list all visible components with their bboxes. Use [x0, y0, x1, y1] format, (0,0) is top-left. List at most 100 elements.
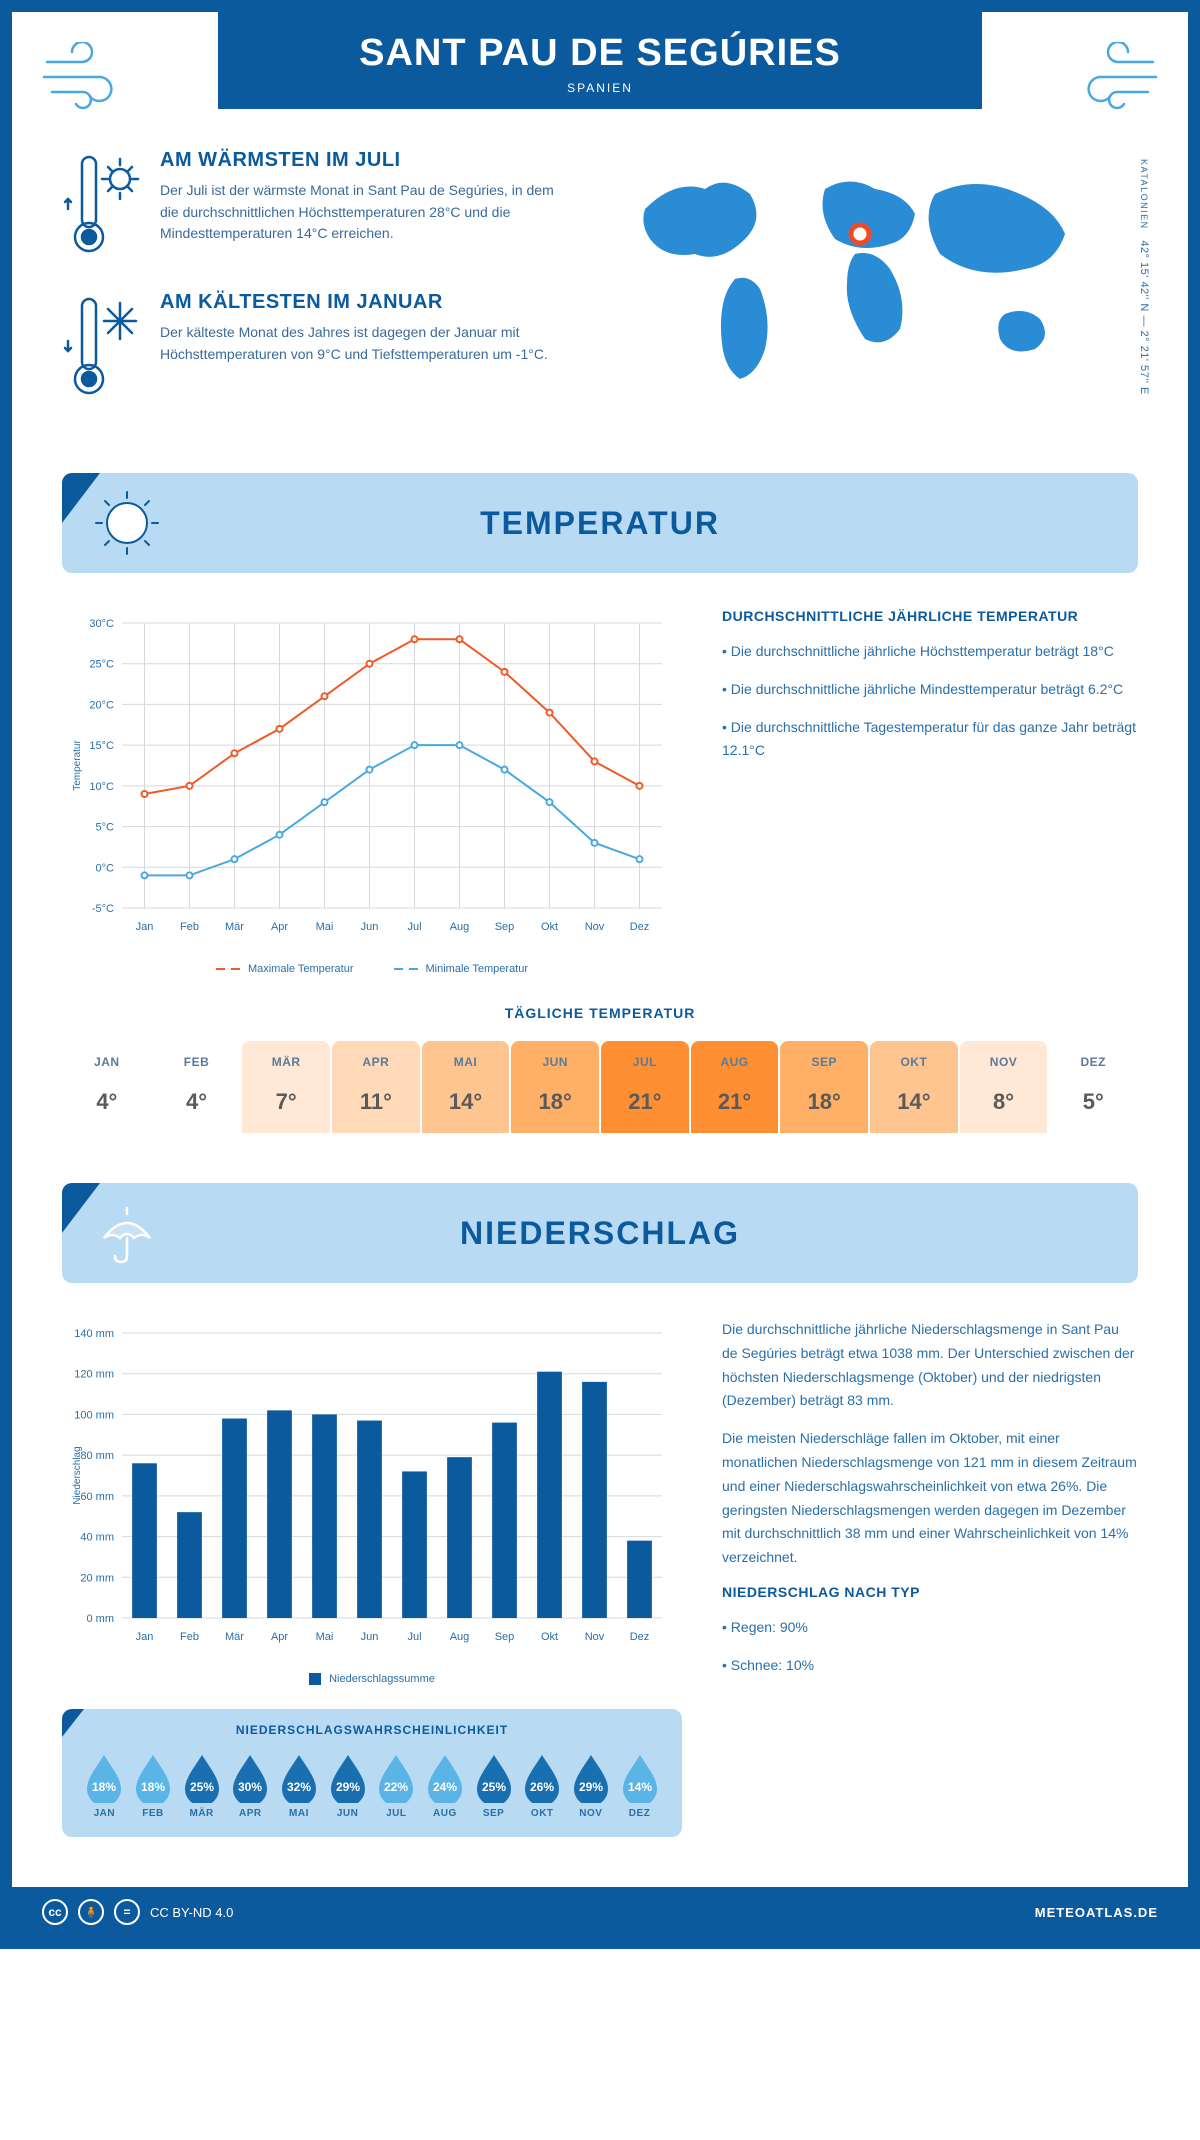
svg-text:Niederschlag: Niederschlag [72, 1446, 83, 1504]
fact-warm-title: AM WÄRMSTEN IM JULI [160, 149, 575, 172]
temp-side-bullets: Die durchschnittliche jährliche Höchstte… [722, 640, 1138, 763]
svg-text:29%: 29% [579, 1780, 603, 1794]
precip-text-1: Die durchschnittliche jährliche Niedersc… [722, 1318, 1138, 1413]
svg-text:Mär: Mär [225, 1631, 244, 1643]
fact-warm-text: Der Juli ist der wärmste Monat in Sant P… [160, 180, 575, 245]
section-temperature: TEMPERATUR [62, 473, 1138, 573]
temp-strip-cell: MAI14° [422, 1041, 510, 1133]
svg-text:14%: 14% [628, 1780, 652, 1794]
footer: cc 🧍 = CC BY-ND 4.0 METEOATLAS.DE [12, 1887, 1188, 1937]
world-map [625, 149, 1085, 389]
svg-text:30°C: 30°C [89, 618, 114, 630]
precip-drop: 18% JAN [83, 1751, 125, 1819]
wind-icon [1068, 42, 1158, 112]
precip-drop: 25% MÄR [181, 1751, 223, 1819]
by-icon: 🧍 [78, 1899, 104, 1925]
svg-text:Mai: Mai [316, 921, 334, 933]
svg-text:Jun: Jun [361, 921, 379, 933]
svg-text:Jan: Jan [136, 921, 154, 933]
temp-strip-cell: AUG21° [691, 1041, 779, 1133]
thermometer-cold-icon [62, 291, 142, 401]
svg-text:20°C: 20°C [89, 699, 114, 711]
svg-text:Dez: Dez [630, 1631, 650, 1643]
country-label: SPANIEN [258, 81, 942, 95]
precip-drop: 32% MAI [278, 1751, 320, 1819]
precip-prob-title: NIEDERSCHLAGSWAHRSCHEINLICHKEIT [80, 1723, 664, 1737]
coordinates: KATALONIEN 42° 15' 42'' N — 2° 21' 57'' … [1138, 159, 1150, 395]
svg-text:Mär: Mär [225, 921, 244, 933]
precip-drop: 24% AUG [424, 1751, 466, 1819]
sun-icon [92, 488, 162, 558]
temp-strip-cell: NOV8° [960, 1041, 1048, 1133]
svg-text:Nov: Nov [585, 1631, 605, 1643]
license-text: CC BY-ND 4.0 [150, 1905, 233, 1920]
svg-text:Sep: Sep [495, 921, 515, 933]
temp-strip-cell: FEB4° [153, 1041, 241, 1133]
page-title: SANT PAU DE SEGÚRIES [258, 32, 942, 75]
wind-icon [42, 42, 132, 112]
svg-text:32%: 32% [287, 1780, 311, 1794]
svg-text:20 mm: 20 mm [80, 1572, 114, 1584]
svg-text:Apr: Apr [271, 1631, 288, 1643]
svg-text:Jun: Jun [361, 1631, 379, 1643]
precip-probability-box: NIEDERSCHLAGSWAHRSCHEINLICHKEIT 18% JAN … [62, 1709, 682, 1837]
svg-text:Sep: Sep [495, 1631, 515, 1643]
svg-text:Okt: Okt [541, 1631, 558, 1643]
daily-temp-strip: JAN4°FEB4°MÄR7°APR11°MAI14°JUN18°JUL21°A… [62, 1041, 1138, 1133]
cc-icon: cc [42, 1899, 68, 1925]
svg-text:29%: 29% [336, 1780, 360, 1794]
svg-text:100 mm: 100 mm [74, 1409, 114, 1421]
svg-text:Feb: Feb [180, 921, 199, 933]
temp-strip-cell: DEZ5° [1049, 1041, 1137, 1133]
svg-text:Jul: Jul [407, 921, 421, 933]
svg-text:40 mm: 40 mm [80, 1532, 114, 1544]
svg-text:140 mm: 140 mm [74, 1328, 114, 1340]
precip-drop: 30% APR [229, 1751, 271, 1819]
svg-text:22%: 22% [384, 1780, 408, 1794]
svg-text:18%: 18% [141, 1780, 165, 1794]
svg-text:10°C: 10°C [89, 781, 114, 793]
nd-icon: = [114, 1899, 140, 1925]
temp-strip-cell: JAN4° [63, 1041, 151, 1133]
daily-temp-title: TÄGLICHE TEMPERATUR [62, 1005, 1138, 1021]
svg-text:Nov: Nov [585, 921, 605, 933]
svg-text:Apr: Apr [271, 921, 288, 933]
footer-brand: METEOATLAS.DE [1035, 1905, 1158, 1920]
precip-type-bullets: Regen: 90%Schnee: 10% [722, 1616, 1138, 1678]
temp-side-title: DURCHSCHNITTLICHE JÄHRLICHE TEMPERATUR [722, 608, 1138, 624]
fact-coldest: AM KÄLTESTEN IM JANUAR Der kälteste Mona… [62, 291, 575, 401]
temp-strip-cell: MÄR7° [242, 1041, 330, 1133]
precip-drop: 14% DEZ [619, 1751, 661, 1819]
svg-text:Jul: Jul [407, 1631, 421, 1643]
svg-text:Mai: Mai [316, 1631, 334, 1643]
temp-strip-cell: OKT14° [870, 1041, 958, 1133]
svg-text:80 mm: 80 mm [80, 1450, 114, 1462]
svg-text:18%: 18% [92, 1780, 116, 1794]
svg-text:120 mm: 120 mm [74, 1369, 114, 1381]
temp-strip-cell: JUN18° [511, 1041, 599, 1133]
section-temp-title: TEMPERATUR [480, 505, 720, 542]
temperature-line-chart: -5°C0°C5°C10°C15°C20°C25°C30°CJanFebMärA… [62, 608, 682, 948]
temp-strip-cell: JUL21° [601, 1041, 689, 1133]
temp-strip-cell: SEP18° [780, 1041, 868, 1133]
svg-text:25%: 25% [190, 1780, 214, 1794]
svg-text:15°C: 15°C [89, 740, 114, 752]
svg-text:Dez: Dez [630, 921, 650, 933]
svg-text:60 mm: 60 mm [80, 1491, 114, 1503]
fact-warmest: AM WÄRMSTEN IM JULI Der Juli ist der wär… [62, 149, 575, 259]
svg-text:Okt: Okt [541, 921, 558, 933]
svg-text:25°C: 25°C [89, 659, 114, 671]
svg-text:Feb: Feb [180, 1631, 199, 1643]
svg-text:25%: 25% [482, 1780, 506, 1794]
precip-drop: 26% OKT [521, 1751, 563, 1819]
svg-text:Jan: Jan [136, 1631, 154, 1643]
title-banner: SANT PAU DE SEGÚRIES SPANIEN [218, 12, 982, 109]
svg-text:0 mm: 0 mm [87, 1613, 115, 1625]
section-precip-title: NIEDERSCHLAG [460, 1215, 740, 1252]
svg-text:-5°C: -5°C [92, 903, 114, 915]
precip-drop: 29% NOV [570, 1751, 612, 1819]
temp-legend: Maximale Temperatur Minimale Temperatur [62, 963, 682, 975]
svg-text:26%: 26% [530, 1780, 554, 1794]
fact-cold-title: AM KÄLTESTEN IM JANUAR [160, 291, 575, 314]
svg-text:5°C: 5°C [96, 822, 115, 834]
